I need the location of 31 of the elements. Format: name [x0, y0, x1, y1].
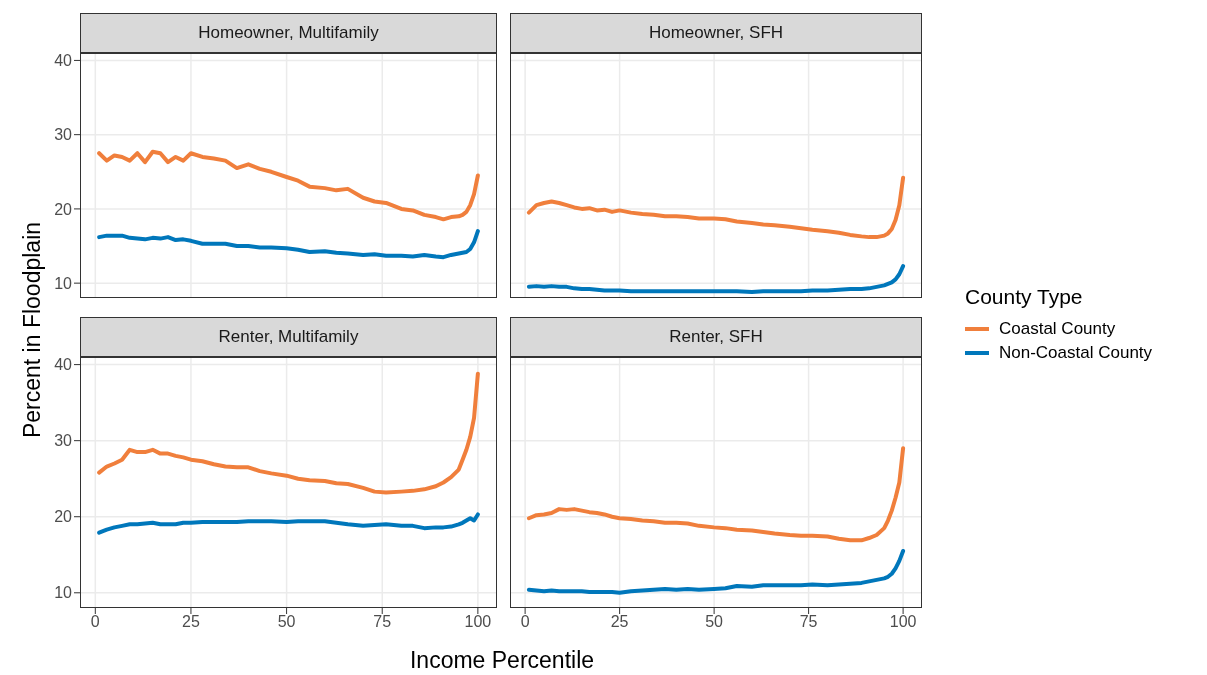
- chart-title: Renter, SFH: [510, 317, 922, 357]
- x-tick-label: 25: [182, 613, 200, 631]
- y-tick-label: 30: [54, 126, 73, 144]
- x-tick-label: 75: [373, 613, 392, 631]
- chart-title: Homeowner, SFH: [510, 13, 922, 53]
- legend-label: Coastal County: [999, 319, 1116, 339]
- x-tick-label: 0: [520, 613, 530, 631]
- y-tick-label: 20: [54, 200, 73, 218]
- line-series: [97, 371, 480, 495]
- y-tick-label: 10: [54, 274, 73, 292]
- x-tick-label: 50: [705, 613, 724, 631]
- y-tick-label: 30: [54, 432, 73, 450]
- x-tick-label: 100: [464, 613, 492, 631]
- legend-label: Non-Coastal County: [999, 343, 1153, 363]
- x-axis-title: Income Percentile: [409, 646, 595, 674]
- x-tick-label: 25: [610, 613, 629, 631]
- y-tick-label: 40: [54, 356, 73, 374]
- chart-title: Homeowner, Multifamily: [80, 13, 497, 53]
- legend-title: County Type: [965, 285, 1084, 309]
- x-tick-label: 75: [799, 613, 818, 631]
- line-series: [97, 229, 480, 260]
- line-series: [97, 512, 480, 535]
- chart-title: Renter, Multifamily: [80, 317, 497, 357]
- y-tick-label: 10: [54, 584, 73, 602]
- y-tick-label: 20: [54, 508, 73, 526]
- x-tick-label: 50: [277, 613, 296, 631]
- y-axis-title: Percent in Floodplain: [18, 221, 46, 439]
- line-series: [97, 149, 480, 222]
- x-tick-label: 0: [90, 613, 100, 631]
- x-tick-label: 100: [889, 613, 917, 631]
- y-tick-label: 40: [54, 52, 73, 70]
